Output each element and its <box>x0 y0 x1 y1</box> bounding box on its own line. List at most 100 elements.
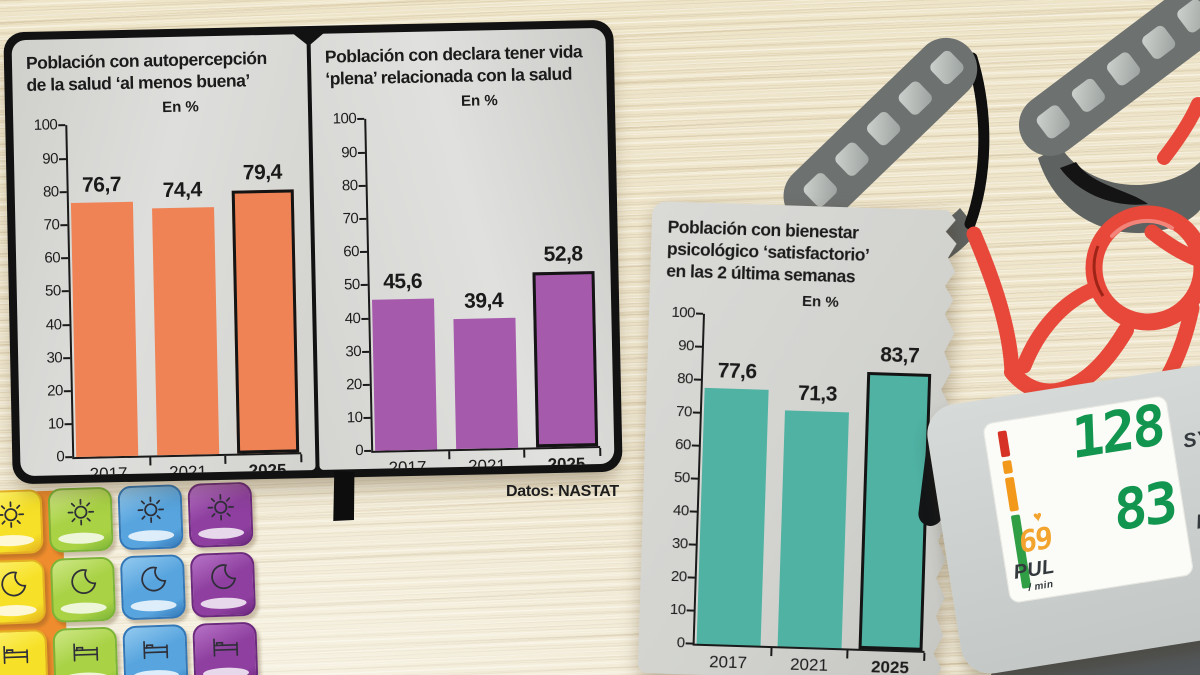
pill-gloss-highlight <box>198 527 245 540</box>
y-tick-mark <box>692 444 699 446</box>
y-tick-label: 40 <box>672 501 690 520</box>
plot: En % 100 90 80 70 60 50 40 30 20 10 0 77,6 71,3 83,7 2… <box>649 312 941 675</box>
y-tick-label: 10 <box>669 600 686 619</box>
plot: En % 100 90 80 70 60 50 40 30 20 10 0 45,6 39,4 52,8 2… <box>322 93 607 470</box>
bp-dia-label: DIAmmH <box>1194 506 1200 534</box>
bar-2021 <box>151 207 219 456</box>
bp-pulse-label: PUL / min <box>1012 555 1057 594</box>
y-tick-label: 20 <box>670 567 687 586</box>
pill-button-yellow-moon <box>0 559 47 626</box>
pill-button-purple-sun <box>187 481 254 548</box>
bar-column: 79,4 <box>230 121 300 455</box>
notebook-spine-notch <box>291 31 326 47</box>
y-tick-mark <box>359 217 367 221</box>
bar-value-label: 79,4 <box>242 160 282 185</box>
y-tick-label: 80 <box>676 369 694 388</box>
y-tick-label: 30 <box>671 534 689 553</box>
y-tick-label: 0 <box>355 442 364 460</box>
y-tick-mark <box>64 423 72 426</box>
moon-icon <box>0 571 26 597</box>
pill-gloss-highlight <box>0 534 35 547</box>
pill-button-yellow-sun <box>0 489 44 556</box>
y-tick-mark <box>61 290 69 293</box>
y-tick-label: 90 <box>42 149 59 168</box>
notebook: Población con autopercepción de la salud … <box>3 19 623 485</box>
y-tick-mark <box>358 184 366 187</box>
y-tick-label: 70 <box>675 402 693 421</box>
notebook-page-left: Población con autopercepción de la salud … <box>11 34 316 477</box>
y-tick-mark <box>359 251 368 254</box>
bars-area: 45,6 39,4 52,8 <box>366 115 602 460</box>
plot: En % 100 90 80 70 60 50 40 30 20 10 0 76,7 74,4 79,4 2… <box>23 99 308 477</box>
x-label-2021: 2021 <box>467 456 507 470</box>
y-tick-mark <box>357 118 365 121</box>
y-tick-mark <box>363 417 371 420</box>
bp-sys-label: SYSmmH <box>1181 424 1200 453</box>
x-label-2021: 2021 <box>789 654 829 675</box>
pill-gloss-highlight <box>0 604 37 617</box>
bar-value-label: 39,4 <box>463 288 504 313</box>
sun-icon <box>206 494 234 521</box>
y-tick-mark <box>357 151 365 154</box>
band-red-cord <box>966 226 1020 380</box>
bars-area: 77,6 71,3 83,7 <box>695 313 935 650</box>
bp-sys-value: 128 <box>1070 392 1164 473</box>
pill-button-lime-moon <box>49 556 117 623</box>
y-tick-mark <box>63 390 71 393</box>
pill-organizer <box>0 481 284 675</box>
bar-value-label: 45,6 <box>382 269 423 294</box>
y-tick-label: 100 <box>33 116 58 135</box>
y-tick-label: 100 <box>332 110 357 128</box>
bars-area: 76,7 74,4 79,4 <box>67 121 303 466</box>
x-label-2025: 2025 <box>870 656 910 675</box>
y-tick-label: 80 <box>42 183 59 201</box>
y-tick-label: 10 <box>47 415 64 433</box>
y-tick-label: 60 <box>343 243 360 261</box>
y-tick-mark <box>691 477 698 479</box>
y-tick-label: 20 <box>46 382 64 400</box>
x-label-2017: 2017 <box>388 458 427 470</box>
source-note: Datos: NASTAT <box>506 483 619 500</box>
pill-gloss-highlight <box>203 666 250 675</box>
unit-label: En % <box>460 92 498 111</box>
y-tick-label: 30 <box>46 349 63 367</box>
moon-icon <box>210 564 236 590</box>
pill-gloss-highlight <box>130 599 177 613</box>
y-tick-label: 50 <box>44 282 61 301</box>
y-tick-mark <box>362 383 370 387</box>
x-label-2025: 2025 <box>547 454 586 470</box>
bp-monitor-body: 128 83 ♥ 69 PUL/ min SYSmmH DIAmmH <box>923 356 1200 675</box>
bar-2025 <box>231 189 300 455</box>
y-tick-mark <box>361 317 369 320</box>
pill-button-yellow-bed <box>0 628 49 675</box>
y-tick-mark <box>58 124 66 127</box>
y-tick-label: 50 <box>673 468 691 487</box>
bar-column: 45,6 <box>368 118 438 452</box>
sun-icon <box>0 501 24 528</box>
y-tick-label: 70 <box>43 216 60 234</box>
y-tick-label: 90 <box>341 143 358 162</box>
bed-icon <box>142 641 168 660</box>
bar-value-label: 77,6 <box>717 358 757 384</box>
chart-full-life: Población con declara tener vida ‘plena’ … <box>310 28 614 470</box>
bed-icon <box>72 643 98 662</box>
notebook-page-right: Población con declara tener vida ‘plena’ … <box>310 27 615 470</box>
pill-gloss-highlight <box>200 596 247 610</box>
bar-column: 39,4 <box>449 116 518 450</box>
bar-2017 <box>372 298 438 452</box>
pill-gloss-highlight <box>133 669 180 675</box>
pill-button-purple-moon <box>189 551 257 618</box>
y-tick-label: 100 <box>671 303 696 322</box>
y-tick-label: 80 <box>341 176 358 195</box>
pill-gloss-highlight <box>58 531 105 545</box>
bar-value-label: 52,8 <box>543 242 583 267</box>
x-label-2017: 2017 <box>708 651 748 672</box>
pill-button-purple-bed <box>192 621 259 675</box>
chart-title: Población con bienestar psicológico ‘sati… <box>665 216 870 287</box>
bar-column: 52,8 <box>529 115 599 448</box>
y-tick-mark <box>696 312 703 314</box>
bed-icon <box>2 645 28 665</box>
x-label-2017: 2017 <box>89 464 128 477</box>
pill-gloss-highlight <box>60 601 107 615</box>
